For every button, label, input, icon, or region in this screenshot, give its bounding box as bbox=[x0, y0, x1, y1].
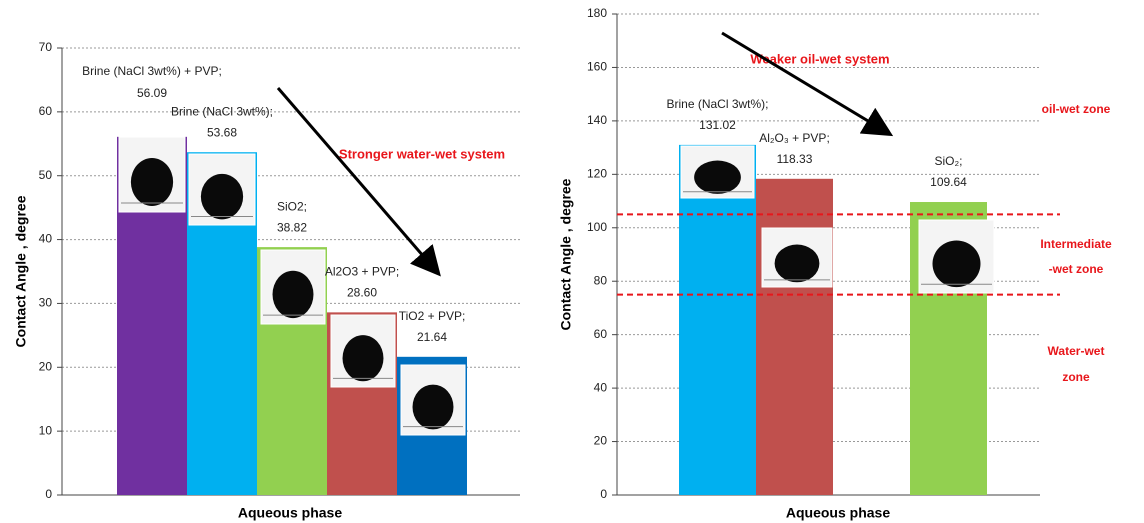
zone-label: -wet zone bbox=[1049, 262, 1104, 276]
trend-arrow bbox=[721, 31, 894, 137]
category-label: Al₂O₃ + PVP; bbox=[759, 131, 830, 145]
category-label: Brine (NaCl 3wt%); bbox=[666, 97, 768, 111]
y-axis-title: Contact Angle , degree bbox=[558, 178, 574, 330]
droplet bbox=[932, 240, 981, 288]
droplet bbox=[130, 158, 174, 206]
droplet bbox=[412, 384, 454, 430]
y-tick-label: 160 bbox=[587, 60, 607, 74]
value-label: 28.60 bbox=[347, 286, 377, 300]
zone-label: Water-wet bbox=[1048, 344, 1105, 358]
y-tick-label: 180 bbox=[587, 6, 607, 20]
y-tick-label: 50 bbox=[39, 168, 53, 182]
droplet bbox=[342, 335, 384, 382]
trend-arrow bbox=[276, 87, 441, 277]
x-axis-title: Aqueous phase bbox=[238, 505, 342, 521]
y-tick-label: 0 bbox=[600, 487, 607, 501]
value-label: 38.82 bbox=[277, 220, 307, 234]
value-label: 118.33 bbox=[777, 152, 813, 166]
zone-label: oil-wet zone bbox=[1042, 102, 1111, 116]
bar bbox=[679, 144, 756, 495]
value-label: 21.64 bbox=[417, 330, 447, 344]
droplet bbox=[200, 173, 244, 220]
category-label: SiO₂; bbox=[935, 154, 963, 168]
y-tick-label: 30 bbox=[39, 296, 53, 310]
y-tick-label: 60 bbox=[594, 327, 608, 341]
y-axis-title: Contact Angle , degree bbox=[13, 195, 29, 347]
y-tick-label: 140 bbox=[587, 113, 607, 127]
annotation: Weaker oil-wet system bbox=[750, 51, 889, 66]
category-label: Brine (NaCl 3wt%); bbox=[171, 104, 273, 118]
category-label: Brine (NaCl 3wt%) + PVP; bbox=[82, 64, 222, 78]
droplet bbox=[272, 270, 314, 319]
value-label: 131.02 bbox=[699, 118, 736, 132]
category-label: TiO2 + PVP; bbox=[399, 309, 466, 323]
y-tick-label: 120 bbox=[587, 167, 607, 181]
y-tick-label: 20 bbox=[39, 359, 53, 373]
y-tick-label: 40 bbox=[594, 380, 608, 394]
x-axis-title: Aqueous phase bbox=[786, 505, 890, 521]
y-tick-label: 70 bbox=[39, 40, 53, 54]
droplet bbox=[774, 244, 820, 283]
y-tick-label: 10 bbox=[39, 423, 53, 437]
zone-label: zone bbox=[1062, 370, 1090, 384]
zone-label: Intermediate bbox=[1040, 237, 1112, 251]
value-label: 53.68 bbox=[207, 125, 237, 139]
y-tick-label: 20 bbox=[594, 434, 608, 448]
value-label: 56.09 bbox=[137, 86, 167, 100]
y-tick-label: 0 bbox=[45, 487, 52, 501]
bar bbox=[756, 178, 833, 495]
category-label: SiO2; bbox=[277, 199, 307, 213]
category-label: Al2O3 + PVP; bbox=[325, 265, 399, 279]
y-tick-label: 100 bbox=[587, 220, 607, 234]
y-tick-label: 40 bbox=[39, 232, 53, 246]
y-tick-label: 60 bbox=[39, 104, 53, 118]
y-tick-label: 80 bbox=[594, 273, 608, 287]
annotation: Stronger water-wet system bbox=[339, 146, 505, 161]
droplet bbox=[694, 160, 741, 194]
value-label: 109.64 bbox=[930, 175, 967, 189]
